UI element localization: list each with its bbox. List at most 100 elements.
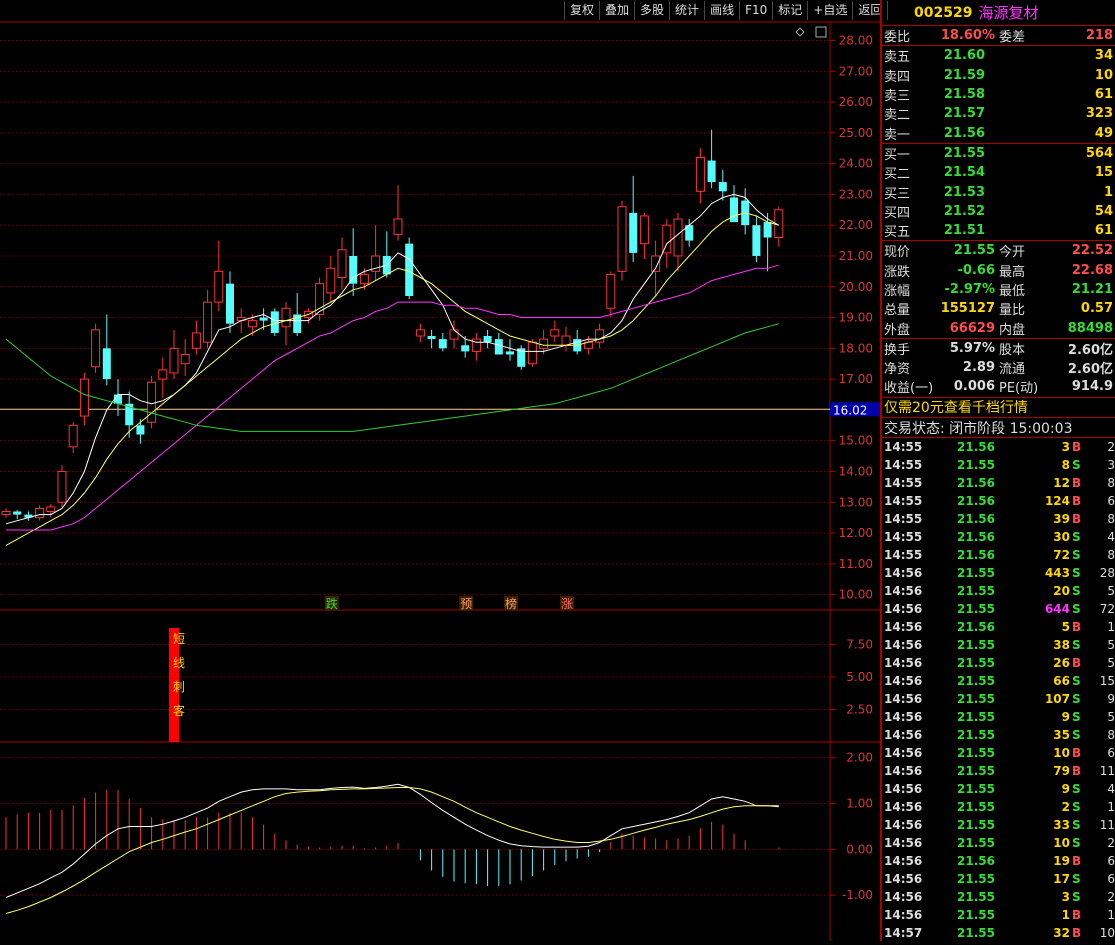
promo-link[interactable]: 仅需20元查看千档行情 <box>882 398 1115 418</box>
tick-price: 21.55 <box>957 692 995 707</box>
tick-side: S <box>1072 782 1081 797</box>
quote-value: 21.55 <box>953 243 995 259</box>
tick-time: 14:55 <box>884 494 923 509</box>
candle-body <box>539 338 549 349</box>
candle-body <box>763 222 772 238</box>
toolbar-button-4[interactable]: 画线 <box>705 1 741 20</box>
tick-volume: 12 <box>1053 476 1070 491</box>
tick-count: 4 <box>1107 782 1115 797</box>
asks-price: 21.57 <box>943 106 985 122</box>
price-tick-label: 19.00 <box>839 311 873 325</box>
quote-value: 21.21 <box>1071 282 1113 297</box>
toolbar-button-6[interactable]: 标记 <box>773 1 809 20</box>
tick-volume: 19 <box>1053 854 1070 869</box>
bids-price: 21.51 <box>943 223 985 239</box>
candle-body <box>606 273 616 309</box>
tick-count: 5 <box>1107 584 1115 599</box>
candle-body <box>695 156 705 192</box>
ind1-tick-label: 2.50 <box>846 703 873 717</box>
toolbar-button-7[interactable]: +自选 <box>808 1 854 20</box>
chart-toolbar: 复权 叠加 多股 统计 画线 F10 标记 +自选 返回 <box>564 1 889 20</box>
promo-text[interactable]: 仅需20元查看千档行情 <box>884 400 1028 417</box>
tick-row: 14:56 21.55 107 S 9 <box>882 690 1115 708</box>
tick-time: 14:56 <box>884 800 923 815</box>
event-marker-bg <box>459 596 474 610</box>
bids-volume: 1 <box>1103 184 1113 200</box>
price-tick-label: 25.00 <box>839 126 873 140</box>
tick-row: 14:56 21.55 38 S 5 <box>882 636 1115 654</box>
kline-chart-area[interactable]: 28.00 27.00 26.00 25.00 24.00 23.00 22.00 21.00… <box>0 0 880 941</box>
tick-row: 14:56 21.55 9 S 5 <box>882 708 1115 726</box>
toolbar-button-1[interactable]: 叠加 <box>600 1 636 20</box>
window-icon <box>815 26 827 38</box>
ask-book: 卖五 21.60 34 卖四 21.59 10 卖三 21.58 61 卖二 21.57 323 卖一 2… <box>882 46 1115 144</box>
candle-body <box>415 329 425 337</box>
tick-side: S <box>1072 602 1081 617</box>
candle <box>617 200 627 281</box>
bids-label: 买四 <box>884 205 911 221</box>
bids-volume: 61 <box>1094 223 1113 239</box>
toolbar-button-2[interactable]: 多股 <box>635 1 671 20</box>
tick-side: S <box>1072 530 1081 545</box>
candle <box>629 175 638 263</box>
toolbar-button-0[interactable]: 复权 <box>565 1 601 20</box>
toolbar-button-3[interactable]: 统计 <box>670 1 706 20</box>
bids-row: 买三 21.53 1 <box>882 182 1115 202</box>
tick-list[interactable]: 14:55 21.56 3 B 2 14:55 21.55 8 S 3 14:55 21.56 12 B 8… <box>882 438 1115 942</box>
candle-body <box>191 332 201 349</box>
candle-body <box>91 329 101 368</box>
quote-label: 收益(一) <box>884 381 934 397</box>
price-tick-label: 10.00 <box>839 588 873 602</box>
tick-count: 1 <box>1107 908 1115 923</box>
candle-body <box>639 215 649 245</box>
candle <box>349 228 358 296</box>
asks-label: 卖一 <box>884 127 911 143</box>
chart-canvas[interactable]: 28.00 27.00 26.00 25.00 24.00 23.00 22.00 21.00… <box>0 0 880 941</box>
signal-bar-text: 线 <box>173 656 185 670</box>
asks-label: 卖五 <box>884 50 911 66</box>
macd-tick-label: 0.00 <box>846 842 873 856</box>
tick-price: 21.56 <box>957 530 995 545</box>
quote-row: 涨幅 -2.97% 最低 21.21 <box>882 280 1115 299</box>
tick-volume: 38 <box>1053 638 1070 653</box>
candle <box>46 503 56 518</box>
tick-count: 1 <box>1107 620 1115 635</box>
candle <box>561 326 571 352</box>
candle-body <box>449 329 459 340</box>
tick-side: B <box>1072 656 1082 671</box>
quote-row: 涨跌 -0.66 最高 22.68 <box>882 261 1115 280</box>
toolbar-button-5[interactable]: F10 <box>740 1 774 20</box>
quote-label: 现价 <box>884 245 911 261</box>
tick-volume: 8 <box>1061 458 1070 473</box>
bids-volume: 564 <box>1085 145 1113 161</box>
candle-body <box>527 341 537 365</box>
asks-price: 21.58 <box>943 87 985 103</box>
tick-row: 14:56 21.55 3 S 2 <box>882 888 1115 906</box>
candle <box>685 219 694 247</box>
tick-time: 14:56 <box>884 836 923 851</box>
quote-label: 外盘 <box>884 322 911 338</box>
price-tick-label: 17.00 <box>839 372 873 386</box>
tick-side: S <box>1072 548 1081 563</box>
tick-price: 21.55 <box>957 728 995 743</box>
tick-side: B <box>1072 494 1082 509</box>
tick-price: 21.56 <box>957 440 995 455</box>
tick-row: 14:56 21.55 9 S 4 <box>882 780 1115 798</box>
tick-time: 14:56 <box>884 854 923 869</box>
quote-value: -2.97% <box>944 282 996 297</box>
tick-row: 14:55 21.56 39 B 8 <box>882 510 1115 528</box>
tick-count: 2 <box>1107 440 1115 455</box>
price-tick-label: 11.00 <box>839 557 873 571</box>
tick-side: B <box>1072 620 1082 635</box>
candle <box>438 332 447 352</box>
candle-body <box>471 338 481 352</box>
candle-body <box>617 206 627 272</box>
tick-time: 14:56 <box>884 782 923 797</box>
candle <box>180 339 190 377</box>
candle <box>68 422 78 453</box>
toolbar-button-8[interactable]: 返回 <box>853 1 889 20</box>
macd-tick-label: 1.00 <box>846 797 873 811</box>
tick-price: 21.55 <box>957 764 995 779</box>
tick-count: 3 <box>1107 458 1115 473</box>
ma-line <box>5 193 780 525</box>
